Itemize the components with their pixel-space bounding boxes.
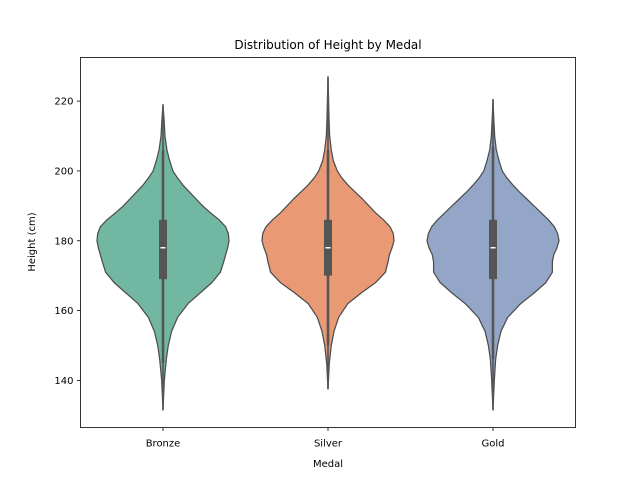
y-tick-label: 200 <box>54 166 73 177</box>
y-axis-label: Height (cm) <box>27 212 38 271</box>
x-axis-label: Medal <box>313 459 343 470</box>
y-tick-label: 220 <box>54 97 73 108</box>
iqr-box <box>489 219 497 280</box>
iqr-box <box>159 219 167 280</box>
x-tick-label: Gold <box>482 439 505 450</box>
violins-group <box>96 76 560 411</box>
y-tick-label: 180 <box>54 236 73 247</box>
y-tick-label: 140 <box>54 376 73 387</box>
chart-title: Distribution of Height by Medal <box>234 38 421 52</box>
y-tick-label: 160 <box>54 306 73 317</box>
y-axis: 140 160 180 200 220 <box>54 97 81 387</box>
x-tick-label: Silver <box>314 439 343 450</box>
x-tick-label: Bronze <box>146 439 181 450</box>
x-axis: Bronze Silver Gold <box>146 427 505 450</box>
